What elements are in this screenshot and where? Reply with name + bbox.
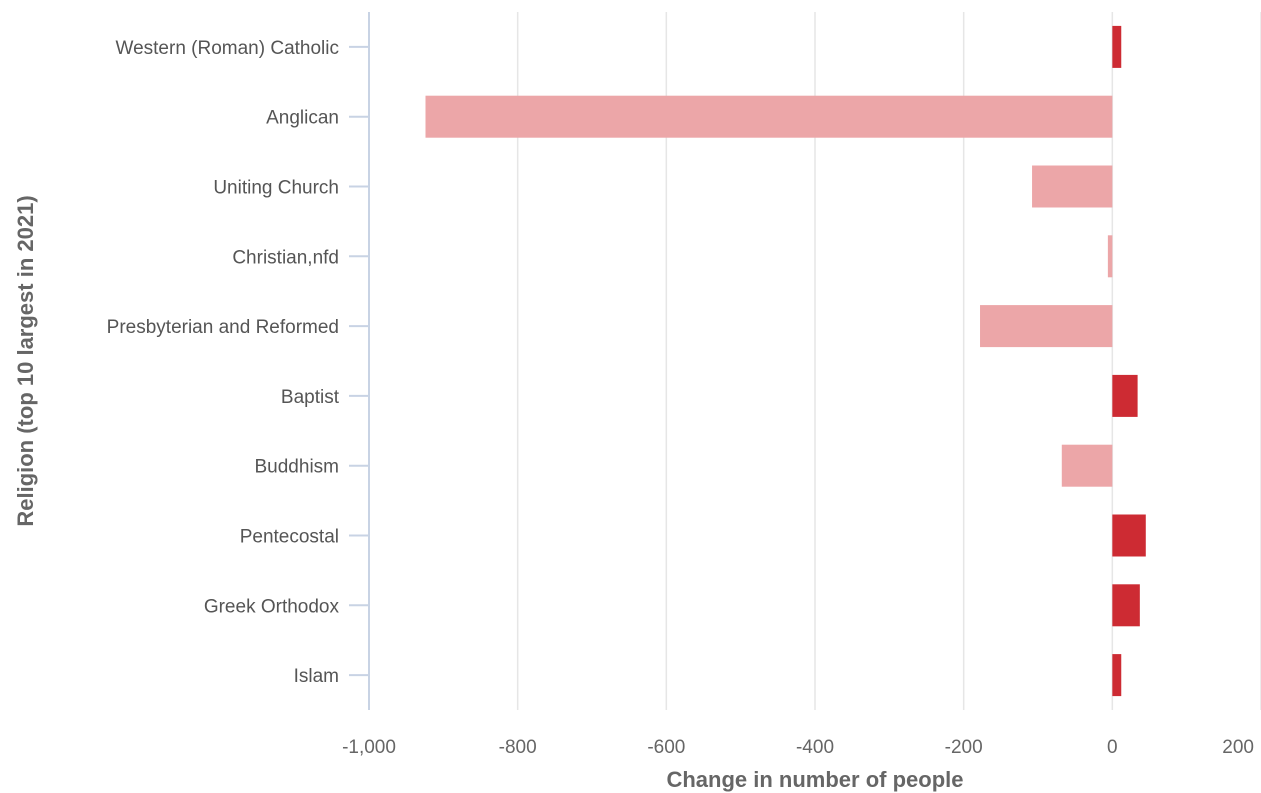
category-label-6: Buddhism	[255, 457, 340, 478]
x-tick-label-2: -600	[647, 737, 685, 758]
y-axis-ticks	[349, 45, 369, 677]
bar-3	[1107, 235, 1113, 278]
bar-1	[425, 95, 1113, 138]
bar-2	[1032, 165, 1113, 208]
bar-6	[1061, 444, 1113, 487]
x-axis-title: Change in number of people	[666, 767, 963, 792]
x-tick-label-4: -200	[945, 737, 983, 758]
category-label-3: Christian,nfd	[232, 247, 339, 268]
bar-5	[1112, 374, 1138, 417]
category-label-1: Anglican	[266, 108, 339, 129]
bar-7	[1112, 514, 1146, 557]
category-label-5: Baptist	[281, 387, 340, 408]
bar-8	[1112, 584, 1140, 627]
x-tick-label-0: -1,000	[342, 737, 396, 758]
category-labels: Western (Roman) Catholic Anglican Uniting …	[107, 38, 340, 687]
category-label-7: Pentecostal	[240, 527, 339, 548]
bar-4	[980, 305, 1113, 348]
x-tick-label-3: -400	[796, 737, 834, 758]
y-axis-title: Religion (top 10 largest in 2021)	[13, 195, 38, 526]
category-label-4: Presbyterian and Reformed	[107, 317, 339, 338]
x-tick-label-6: 200	[1222, 737, 1254, 758]
category-label-8: Greek Orthodox	[204, 596, 340, 617]
category-label-2: Uniting Church	[213, 178, 339, 199]
bar-9	[1112, 654, 1122, 697]
bars	[425, 25, 1146, 697]
category-label-9: Islam	[294, 666, 339, 687]
bar-0	[1112, 25, 1122, 68]
x-axis-tick-labels: -1,000 -800 -600 -400 -200 0 200	[342, 737, 1254, 758]
category-label-0: Western (Roman) Catholic	[115, 38, 339, 59]
x-tick-label-5: 0	[1107, 737, 1118, 758]
x-tick-label-1: -800	[499, 737, 537, 758]
